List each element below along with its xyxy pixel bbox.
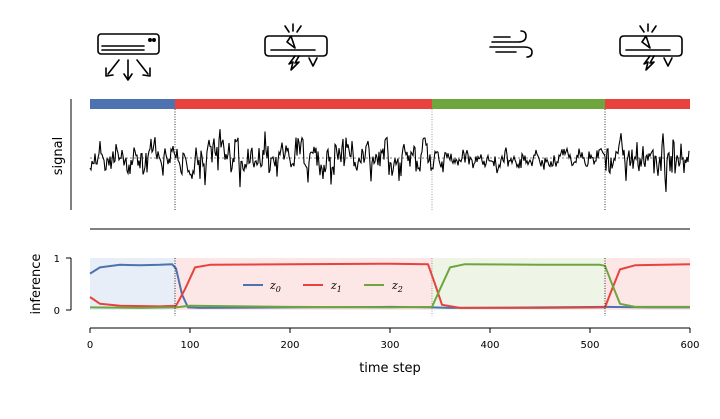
signal-panel: signal (51, 99, 690, 210)
inference-fill-z2 (432, 258, 605, 310)
x-tick-label: 400 (480, 340, 499, 351)
inference-y-label: inference (29, 254, 44, 315)
inference-lines (89, 262, 691, 309)
y-tick-label: 0 (54, 306, 60, 317)
x-ticks: 0 100 200 300 400 500 600 (87, 328, 700, 351)
x-axis: 0 100 200 300 400 500 600 time step (87, 327, 700, 376)
signal-series-line (89, 129, 690, 192)
legend: z0 z1 z2 (243, 279, 403, 294)
x-tick-label: 600 (680, 340, 699, 351)
y-tick-label: 1 (54, 254, 60, 265)
legend-label-z1: z1 (330, 279, 342, 294)
inference-change-points (174, 258, 606, 316)
state-bar-z2 (432, 99, 605, 109)
state-bar-z1 (175, 99, 432, 109)
x-tick-label: 0 (87, 340, 93, 351)
air-conditioner-broken-icon (619, 23, 683, 71)
wind-icon (489, 30, 533, 58)
legend-label-z2: z2 (391, 279, 403, 294)
legend-label-z0: z0 (269, 279, 281, 294)
air-conditioner-broken-icon (264, 23, 328, 71)
state-bar-z0 (90, 99, 175, 109)
x-tick-label: 200 (280, 340, 299, 351)
x-tick-label: 100 (180, 340, 199, 351)
signal-change-points (174, 109, 606, 210)
state-bar-z1 (605, 99, 690, 109)
state-bars (90, 99, 690, 109)
x-tick-label: 500 (580, 340, 599, 351)
inference-panel: 1 0 inference z0 z1 z2 (29, 254, 691, 317)
x-axis-label: time step (359, 361, 421, 376)
inference-line-z1 (89, 262, 691, 309)
air-conditioner-cooling-icon (97, 33, 160, 81)
signal-y-label: signal (51, 137, 66, 175)
x-tick-label: 300 (380, 340, 399, 351)
inference-line-z2 (89, 263, 690, 309)
